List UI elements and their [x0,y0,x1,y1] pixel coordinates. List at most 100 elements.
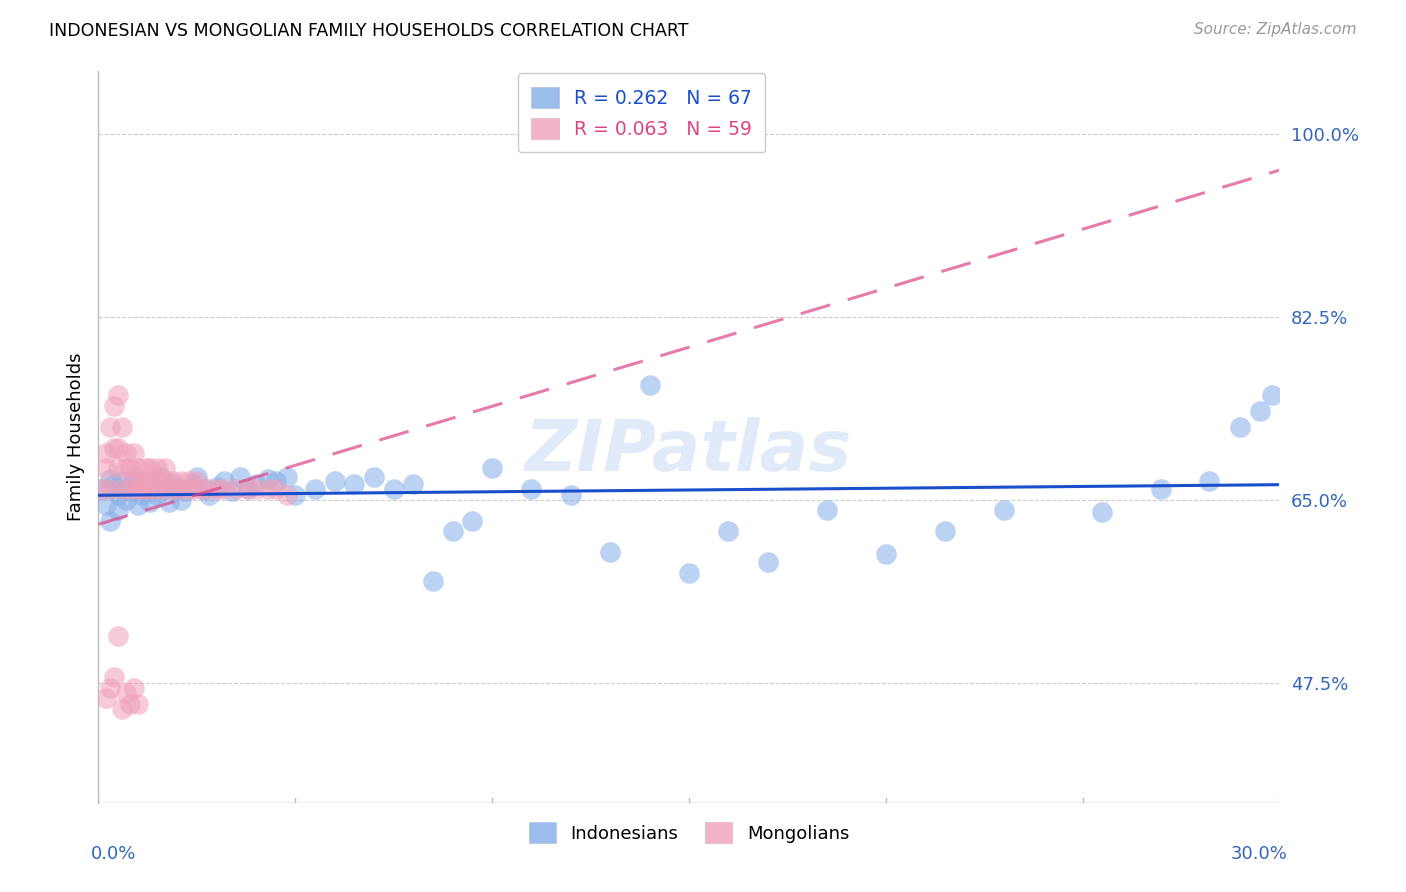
Point [138,474,160,488]
Point [221,484,243,499]
Point [245,483,267,497]
Point [363,470,385,484]
Point [118,697,141,711]
Point [138,495,160,509]
Point [122,470,145,484]
Point [150,470,173,484]
Point [560,487,582,501]
Point [146,474,169,488]
Point [993,503,1015,517]
Point [96,446,118,460]
Point [875,547,897,561]
Text: 30.0%: 30.0% [1230,845,1288,863]
Point [157,495,180,509]
Text: INDONESIAN VS MONGOLIAN FAMILY HOUSEHOLDS CORRELATION CHART: INDONESIAN VS MONGOLIAN FAMILY HOUSEHOLD… [49,22,689,40]
Point [103,399,125,413]
Point [118,484,141,499]
Point [194,483,217,497]
Point [91,483,114,497]
Point [111,419,134,434]
Point [127,483,149,497]
Point [264,474,287,488]
Point [131,483,153,497]
Point [170,474,193,488]
Point [122,681,145,695]
Point [197,487,219,501]
Point [264,483,287,497]
Point [155,474,177,488]
Point [103,670,125,684]
Point [142,483,165,497]
Point [170,492,193,507]
Text: 0.0%: 0.0% [90,845,136,863]
Point [103,441,125,455]
Point [402,477,425,491]
Point [111,474,134,488]
Point [118,483,141,497]
Point [1198,474,1220,488]
Point [115,492,138,507]
Point [115,686,138,700]
Point [107,388,129,402]
Point [599,545,621,559]
Point [214,483,236,497]
Point [174,483,197,497]
Point [343,477,366,491]
Point [382,483,405,497]
Point [177,474,200,488]
Point [146,487,169,501]
Point [190,483,212,497]
Point [107,487,129,501]
Point [1229,419,1251,434]
Point [441,524,464,538]
Point [155,483,177,497]
Point [91,483,114,497]
Point [107,461,129,475]
Point [186,474,208,488]
Point [107,629,129,643]
Point [118,461,141,475]
Point [717,524,740,538]
Point [127,697,149,711]
Point [122,474,145,488]
Y-axis label: Family Households: Family Households [66,353,84,521]
Point [146,461,169,475]
Point [205,480,228,494]
Point [256,472,278,486]
Point [678,566,700,580]
Point [205,483,228,497]
Point [1260,388,1282,402]
Point [638,377,661,392]
Point [115,461,138,475]
Point [1150,483,1173,497]
Point [284,487,307,501]
Point [1249,404,1271,418]
Point [181,477,204,491]
Point [135,461,157,475]
Point [229,470,252,484]
Point [115,446,138,460]
Point [256,483,278,497]
Point [127,498,149,512]
Point [96,498,118,512]
Point [98,681,121,695]
Point [276,487,298,501]
Point [236,483,259,497]
Point [155,461,177,475]
Point [150,483,173,497]
Point [166,483,188,497]
Point [131,487,153,501]
Point [115,483,138,497]
Point [98,419,121,434]
Point [323,474,346,488]
Point [142,483,165,497]
Point [304,483,326,497]
Point [98,483,121,497]
Point [520,483,543,497]
Point [111,483,134,497]
Point [481,461,503,475]
Point [135,483,157,497]
Point [422,574,444,589]
Point [107,503,129,517]
Point [135,474,157,488]
